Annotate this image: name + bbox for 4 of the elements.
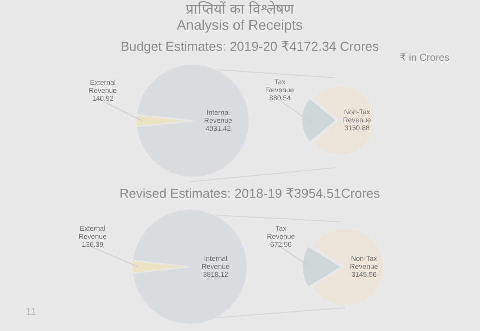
text: ₹ in Crores: [400, 53, 450, 64]
chart-title: प्राप्तियों का विश्लेषण Analysis of Receipts: [176, 1, 304, 33]
chart-subtitle: Revised Estimates: 2018-19 ₹3954.51Crores: [118, 186, 382, 202]
chart-subtitle: Budget Estimates: 2019-20 ₹4172.34 Crores: [120, 39, 380, 54]
